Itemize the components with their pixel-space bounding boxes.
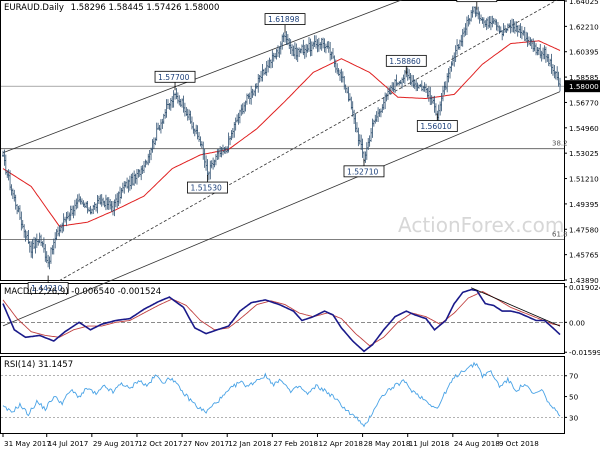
macd-signal-line xyxy=(2,291,561,347)
price-tick-1.58585: 1.58585 xyxy=(569,73,599,82)
rsi-panel-frame xyxy=(0,356,565,434)
annotation-box xyxy=(456,0,498,3)
time-label-24-Aug-2018: 24 Aug 2018 xyxy=(454,439,500,448)
annotation-1.44210: 1.44210 xyxy=(31,284,63,293)
annotation-box xyxy=(154,70,196,83)
annotation-box xyxy=(385,54,427,67)
channel-line-0 xyxy=(2,0,403,154)
channel-line-1 xyxy=(2,91,561,327)
price-tick-1.53025: 1.53025 xyxy=(569,149,599,158)
annotation-box xyxy=(416,120,458,132)
annotation-1.56010: 1.56010 xyxy=(420,122,452,131)
price-tick-1.51210: 1.51210 xyxy=(569,175,599,184)
rsi-panel-title: RSI(14) 31.1457 xyxy=(4,360,73,370)
macd-panel-title: MACD(12,26,9) -0.006540 -0.001524 xyxy=(4,287,161,297)
time-label-29-Aug-2017: 29 Aug 2017 xyxy=(93,439,139,448)
ohlc-label: 1.58296 1.58445 1.57426 1.58000 xyxy=(71,3,220,13)
trend-line-dashed xyxy=(59,0,558,281)
rsi-line xyxy=(2,361,561,428)
moving-average-line xyxy=(2,40,561,227)
time-label-27-Nov-2017: 27 Nov 2017 xyxy=(183,439,229,448)
time-label-12-Jan-2018: 12 Jan 2018 xyxy=(228,439,272,448)
annotation-box xyxy=(343,165,385,178)
watermark: ActionForex.com xyxy=(398,213,564,237)
time-label-12-Oct-2017: 12 Oct 2017 xyxy=(138,439,182,448)
price-tick-1.54960: 1.54960 xyxy=(569,124,599,133)
time-label-9-Oct-2018: 9 Oct 2018 xyxy=(499,439,539,448)
annotation-box xyxy=(264,13,306,25)
rsi-tick-50: 50 xyxy=(569,393,579,402)
annotation-1.57700: 1.57700 xyxy=(158,73,190,82)
annotation-1.52710: 1.52710 xyxy=(347,167,379,176)
time-label-12-Apr-2018: 12 Apr 2018 xyxy=(318,439,363,448)
annotation-box xyxy=(187,181,228,194)
price-tick-1.43890: 1.43890 xyxy=(569,276,599,285)
rsi-tick-70: 70 xyxy=(569,372,579,381)
macd-tick-0.00: 0.00 xyxy=(569,318,585,327)
price-panel-title: EURAUD.Daily 1.58296 1.58445 1.57426 1.5… xyxy=(4,3,219,13)
time-label-28-May-2018: 28 May 2018 xyxy=(364,439,411,448)
price-tick-1.49395: 1.49395 xyxy=(569,200,599,209)
price-tick-1.47580: 1.47580 xyxy=(569,225,599,234)
current-price-label: 1.58000 xyxy=(569,82,599,91)
macd-tick--0.01599: -0.01599 xyxy=(569,348,600,357)
price-tick-1.45765: 1.45765 xyxy=(569,251,599,260)
macd-panel-frame xyxy=(0,283,565,354)
annotation-1.58860: 1.58860 xyxy=(389,57,421,66)
price-tick-1.56770: 1.56770 xyxy=(569,98,599,107)
annotation-box xyxy=(27,282,69,295)
annotation-1.63570: 1.63570 xyxy=(460,0,492,1)
macd-trendline xyxy=(471,287,561,327)
price-tick-1.64025: 1.64025 xyxy=(569,0,599,6)
price-tick-1.60395: 1.60395 xyxy=(569,48,599,57)
current-price-label-box xyxy=(565,80,600,93)
macd-line xyxy=(2,288,561,353)
annotation-1.61898: 1.61898 xyxy=(268,15,300,24)
annotation-1.51530: 1.51530 xyxy=(190,184,222,193)
symbol-label: EURAUD.Daily xyxy=(4,3,64,13)
rsi-tick-30: 30 xyxy=(569,413,579,422)
macd-tick-0.019024: 0.019024 xyxy=(569,283,600,292)
time-label-11-Jul-2018: 11 Jul 2018 xyxy=(409,439,450,448)
time-label-14-Jul-2017: 14 Jul 2017 xyxy=(48,439,89,448)
fib-label-61.8: 61.8 xyxy=(552,230,568,238)
time-label-31-May-2017: 31 May 2017 xyxy=(4,439,51,448)
time-label-27-Feb-2018: 27 Feb 2018 xyxy=(273,439,318,448)
price-tick-1.62210: 1.62210 xyxy=(569,22,599,31)
fib-label-38.2: 38.2 xyxy=(552,140,568,148)
